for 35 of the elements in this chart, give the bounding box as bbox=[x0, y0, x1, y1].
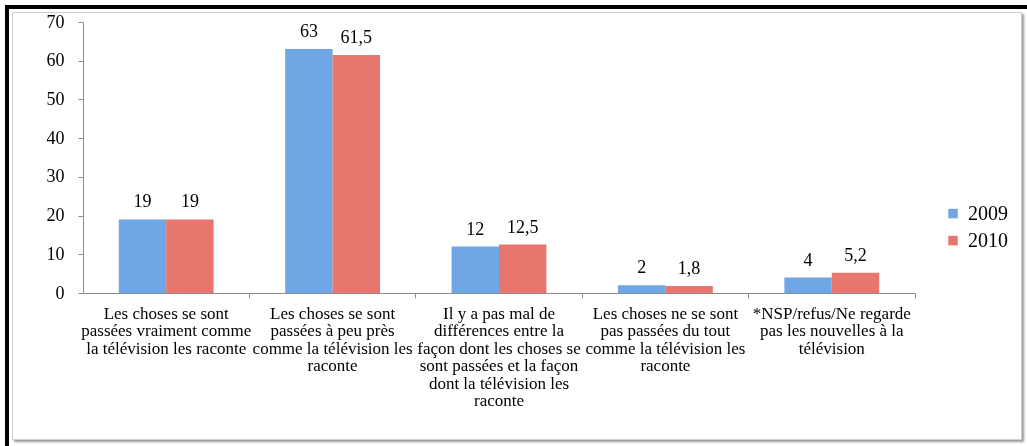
data-label: 1,8 bbox=[677, 258, 701, 279]
x-tick-label: Les choses se sont passées vraiment comme la télévision les raconte bbox=[81, 303, 252, 358]
bar bbox=[332, 54, 381, 293]
y-tick-label: 70 bbox=[46, 11, 65, 32]
bar bbox=[285, 49, 333, 293]
data-label: 12,5 bbox=[506, 216, 539, 237]
data-label: 2 bbox=[637, 257, 647, 278]
bar bbox=[784, 277, 832, 293]
y-tick-label: 40 bbox=[46, 127, 65, 148]
bar bbox=[665, 286, 713, 293]
data-label: 5,2 bbox=[844, 244, 867, 265]
data-label: 61,5 bbox=[340, 26, 373, 47]
data-label: 63 bbox=[299, 21, 318, 42]
x-tick-label: *NSP/refus/Ne regarde pas les nouvelles à la télévision bbox=[752, 303, 911, 358]
data-label: 19 bbox=[133, 191, 152, 212]
x-tick-label: Il y a pas mal de différences entre la façon dont les choses se sont passées et la façon dont la télévision les raconte bbox=[417, 303, 581, 410]
bar bbox=[166, 219, 214, 293]
y-tick-label: 50 bbox=[46, 88, 65, 109]
bar bbox=[617, 285, 666, 293]
y-tick-label: 60 bbox=[46, 50, 65, 71]
bar bbox=[118, 219, 167, 293]
data-label: 4 bbox=[803, 249, 813, 270]
x-tick-label: Les choses ne se sont pas passées du tout comme la télévision les raconte bbox=[585, 303, 746, 375]
y-tick-label: 10 bbox=[46, 243, 65, 264]
x-tick-label: Les choses se sont passées à peu près comme la télévision les raconte bbox=[252, 303, 413, 375]
y-tick-label: 30 bbox=[46, 166, 65, 187]
legend-label: 2010 bbox=[968, 228, 1008, 251]
legend-label: 2009 bbox=[968, 201, 1008, 224]
data-label: 19 bbox=[180, 191, 199, 212]
bar bbox=[831, 272, 880, 293]
y-tick-label: 0 bbox=[55, 282, 65, 303]
bar bbox=[499, 244, 547, 293]
data-label: 12 bbox=[466, 218, 485, 239]
y-tick-label: 20 bbox=[46, 205, 65, 226]
bar bbox=[451, 246, 499, 293]
